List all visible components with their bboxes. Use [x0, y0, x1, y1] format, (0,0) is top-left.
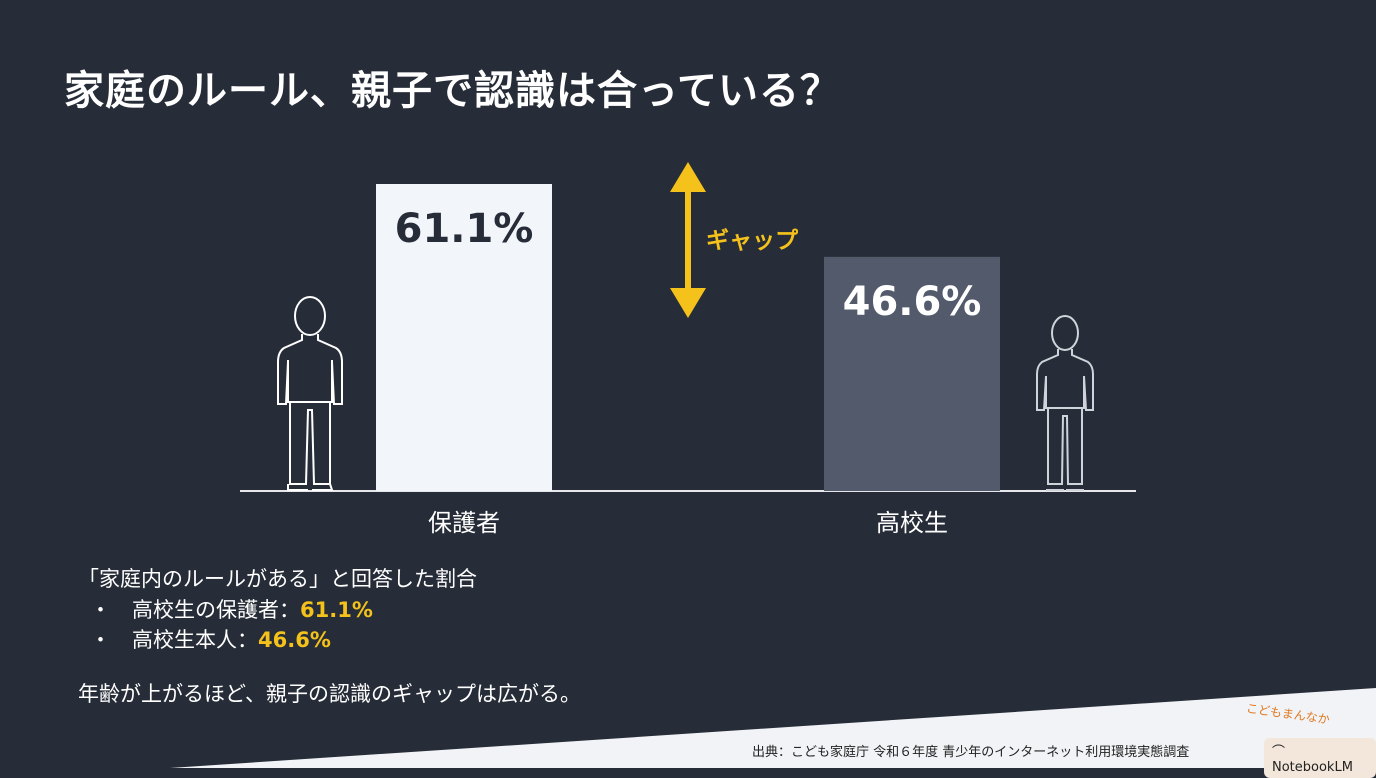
bullet-label: ・ 高校生の保護者：: [90, 598, 300, 622]
bar-parents: [376, 184, 552, 491]
value-label-students: 46.6%: [843, 279, 982, 325]
bullet-parents: ・ 高校生の保護者：61.1%: [90, 594, 373, 624]
notebooklm-icon: ⌒: [1272, 745, 1286, 760]
parent-figure-icon: [277, 296, 343, 491]
student-figure-icon: [1036, 315, 1094, 491]
notebooklm-badge: ⌒ NotebookLM: [1264, 738, 1376, 778]
value-label-parents: 61.1%: [395, 206, 534, 252]
bullet-value: 46.6%: [258, 628, 331, 652]
bullet-label: ・ 高校生本人：: [90, 628, 258, 652]
bar-chart: 61.1% 46.6% 保護者 高校生 ギャップ: [240, 162, 1136, 537]
gap-annotation: ギャップ: [706, 228, 799, 254]
logo: こどもまんなか: [1245, 701, 1331, 727]
page-title: 家庭のルール、親子で認識は合っている？: [64, 68, 841, 114]
bullet-value: 61.1%: [300, 598, 373, 622]
gap-arrow-icon: [670, 162, 706, 318]
category-label-students: 高校生: [876, 509, 948, 537]
bar-students: [824, 256, 1000, 491]
bullet-students: ・ 高校生本人：46.6%: [90, 624, 331, 654]
conclusion-text: 年齢が上がるほど、親子の認識のギャップは広がる。: [78, 682, 581, 706]
chart-caption: 「家庭内のルールがある」と回答した割合: [78, 567, 477, 591]
source-citation: 出典：こども家庭庁 令和６年度 青少年のインターネット利用環境実態調査: [752, 745, 1190, 760]
category-label-parents: 保護者: [428, 509, 500, 537]
